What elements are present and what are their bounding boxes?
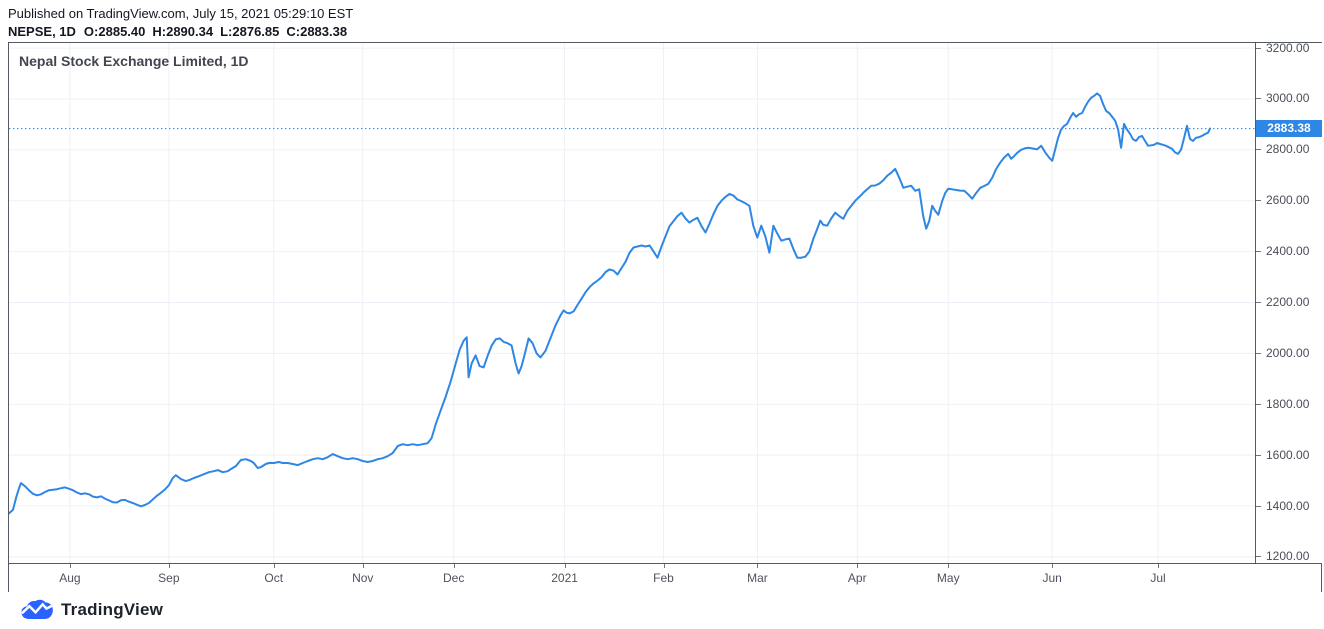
time-tick-mark	[69, 564, 71, 568]
price-tick-mark	[1256, 352, 1261, 354]
price-tick-mark	[1256, 251, 1261, 253]
time-tick-mark	[273, 564, 275, 568]
ohlc-pair: C:2883.38	[286, 24, 347, 39]
price-axis-label: 1800.00	[1266, 396, 1310, 411]
chart-header: Published on TradingView.com, July 15, 2…	[8, 5, 354, 40]
price-tick-mark	[1256, 200, 1261, 202]
price-axis-label: 2000.00	[1266, 345, 1310, 360]
time-axis-label: Sep	[158, 571, 180, 585]
ohlc-label: O:	[83, 24, 99, 39]
price-axis-label: 3000.00	[1266, 91, 1310, 106]
symbol-name: NEPSE, 1D	[8, 24, 76, 39]
time-axis-label: Nov	[352, 571, 374, 585]
time-axis-label: Jun	[1042, 571, 1062, 585]
tradingview-wordmark: TradingView	[61, 600, 164, 619]
time-tick-mark	[453, 564, 455, 568]
chart-title: Nepal Stock Exchange Limited, 1D	[19, 53, 249, 69]
time-tick-mark	[1052, 564, 1054, 568]
price-tick-mark	[1256, 47, 1261, 49]
time-tick-mark	[757, 564, 759, 568]
price-axis-label: 2200.00	[1266, 294, 1310, 309]
price-tick-mark	[1256, 454, 1261, 456]
time-axis-label: Apr	[847, 571, 867, 585]
time-tick-mark	[857, 564, 859, 568]
price-line-series	[9, 92, 1211, 515]
chart-plot-area[interactable]: Nepal Stock Exchange Limited, 1D	[9, 43, 1255, 563]
ohlc-value: 2885.40	[98, 24, 146, 39]
time-axis-label: Aug	[59, 571, 81, 585]
time-axis-label: 2021	[551, 571, 578, 585]
price-tick-mark	[1256, 403, 1261, 405]
price-tick-mark	[1256, 505, 1261, 507]
ohlc-pair: L:2876.85	[220, 24, 279, 39]
chart-box: Nepal Stock Exchange Limited, 1D 2883.38…	[8, 40, 1322, 592]
price-axis-label: 1600.00	[1266, 447, 1310, 462]
time-tick-mark	[948, 564, 950, 568]
ohlc-pair: O:2885.40	[84, 24, 145, 39]
ohlc-value: 2883.38	[300, 24, 348, 39]
price-axis-label: 1400.00	[1266, 498, 1310, 513]
price-axis-label: 2400.00	[1266, 244, 1310, 259]
ohlc-value: 2890.34	[166, 24, 214, 39]
price-axis-label: 2600.00	[1266, 193, 1310, 208]
time-tick-mark	[1158, 564, 1160, 568]
price-tick-mark	[1256, 98, 1261, 100]
price-axis-label: 3200.00	[1266, 40, 1310, 55]
time-axis-label: Jul	[1150, 571, 1166, 585]
time-tick-mark	[168, 564, 170, 568]
price-axis[interactable]: 2883.38 3200.00 3000.00 2800.00 2600.00 2400…	[1255, 40, 1322, 564]
last-price-badge: 2883.38	[1256, 120, 1322, 138]
time-axis-label: Dec	[443, 571, 465, 585]
price-axis-label: 2800.00	[1266, 142, 1310, 157]
ohlc-values: O:2885.40 H:2890.34 L:2876.85 C:2883.38	[84, 24, 354, 39]
price-tick-mark	[1256, 301, 1261, 303]
time-axis-label: Mar	[747, 571, 768, 585]
tradingview-attribution[interactable]: TradingView	[20, 596, 163, 624]
ohlc-pair: H:2890.34	[152, 24, 213, 39]
price-axis-label: 1200.00	[1266, 549, 1310, 564]
ohlc-label: H:	[152, 24, 167, 39]
published-line: Published on TradingView.com, July 15, 2…	[8, 6, 354, 21]
time-axis-label: May	[936, 571, 960, 585]
ohlc-label: L:	[220, 24, 233, 39]
time-tick-mark	[564, 564, 566, 568]
ohlc-value: 2876.85	[232, 24, 280, 39]
price-tick-mark	[1256, 556, 1261, 558]
chart-canvas	[9, 43, 1255, 563]
time-axis[interactable]: Aug Sep Oct Nov Dec 2021 Feb Mar Apr May Jun Jul	[9, 563, 1321, 592]
time-tick-mark	[663, 564, 665, 568]
ohlc-label: C:	[286, 24, 301, 39]
time-tick-mark	[362, 564, 364, 568]
symbol-ohlc-line: NEPSE, 1D O:2885.40 H:2890.34 L:2876.85 C:28…	[8, 23, 354, 40]
tradingview-logo-icon	[21, 599, 53, 619]
price-tick-mark	[1256, 149, 1261, 151]
time-axis-label: Oct	[264, 571, 284, 585]
time-axis-label: Feb	[653, 571, 674, 585]
